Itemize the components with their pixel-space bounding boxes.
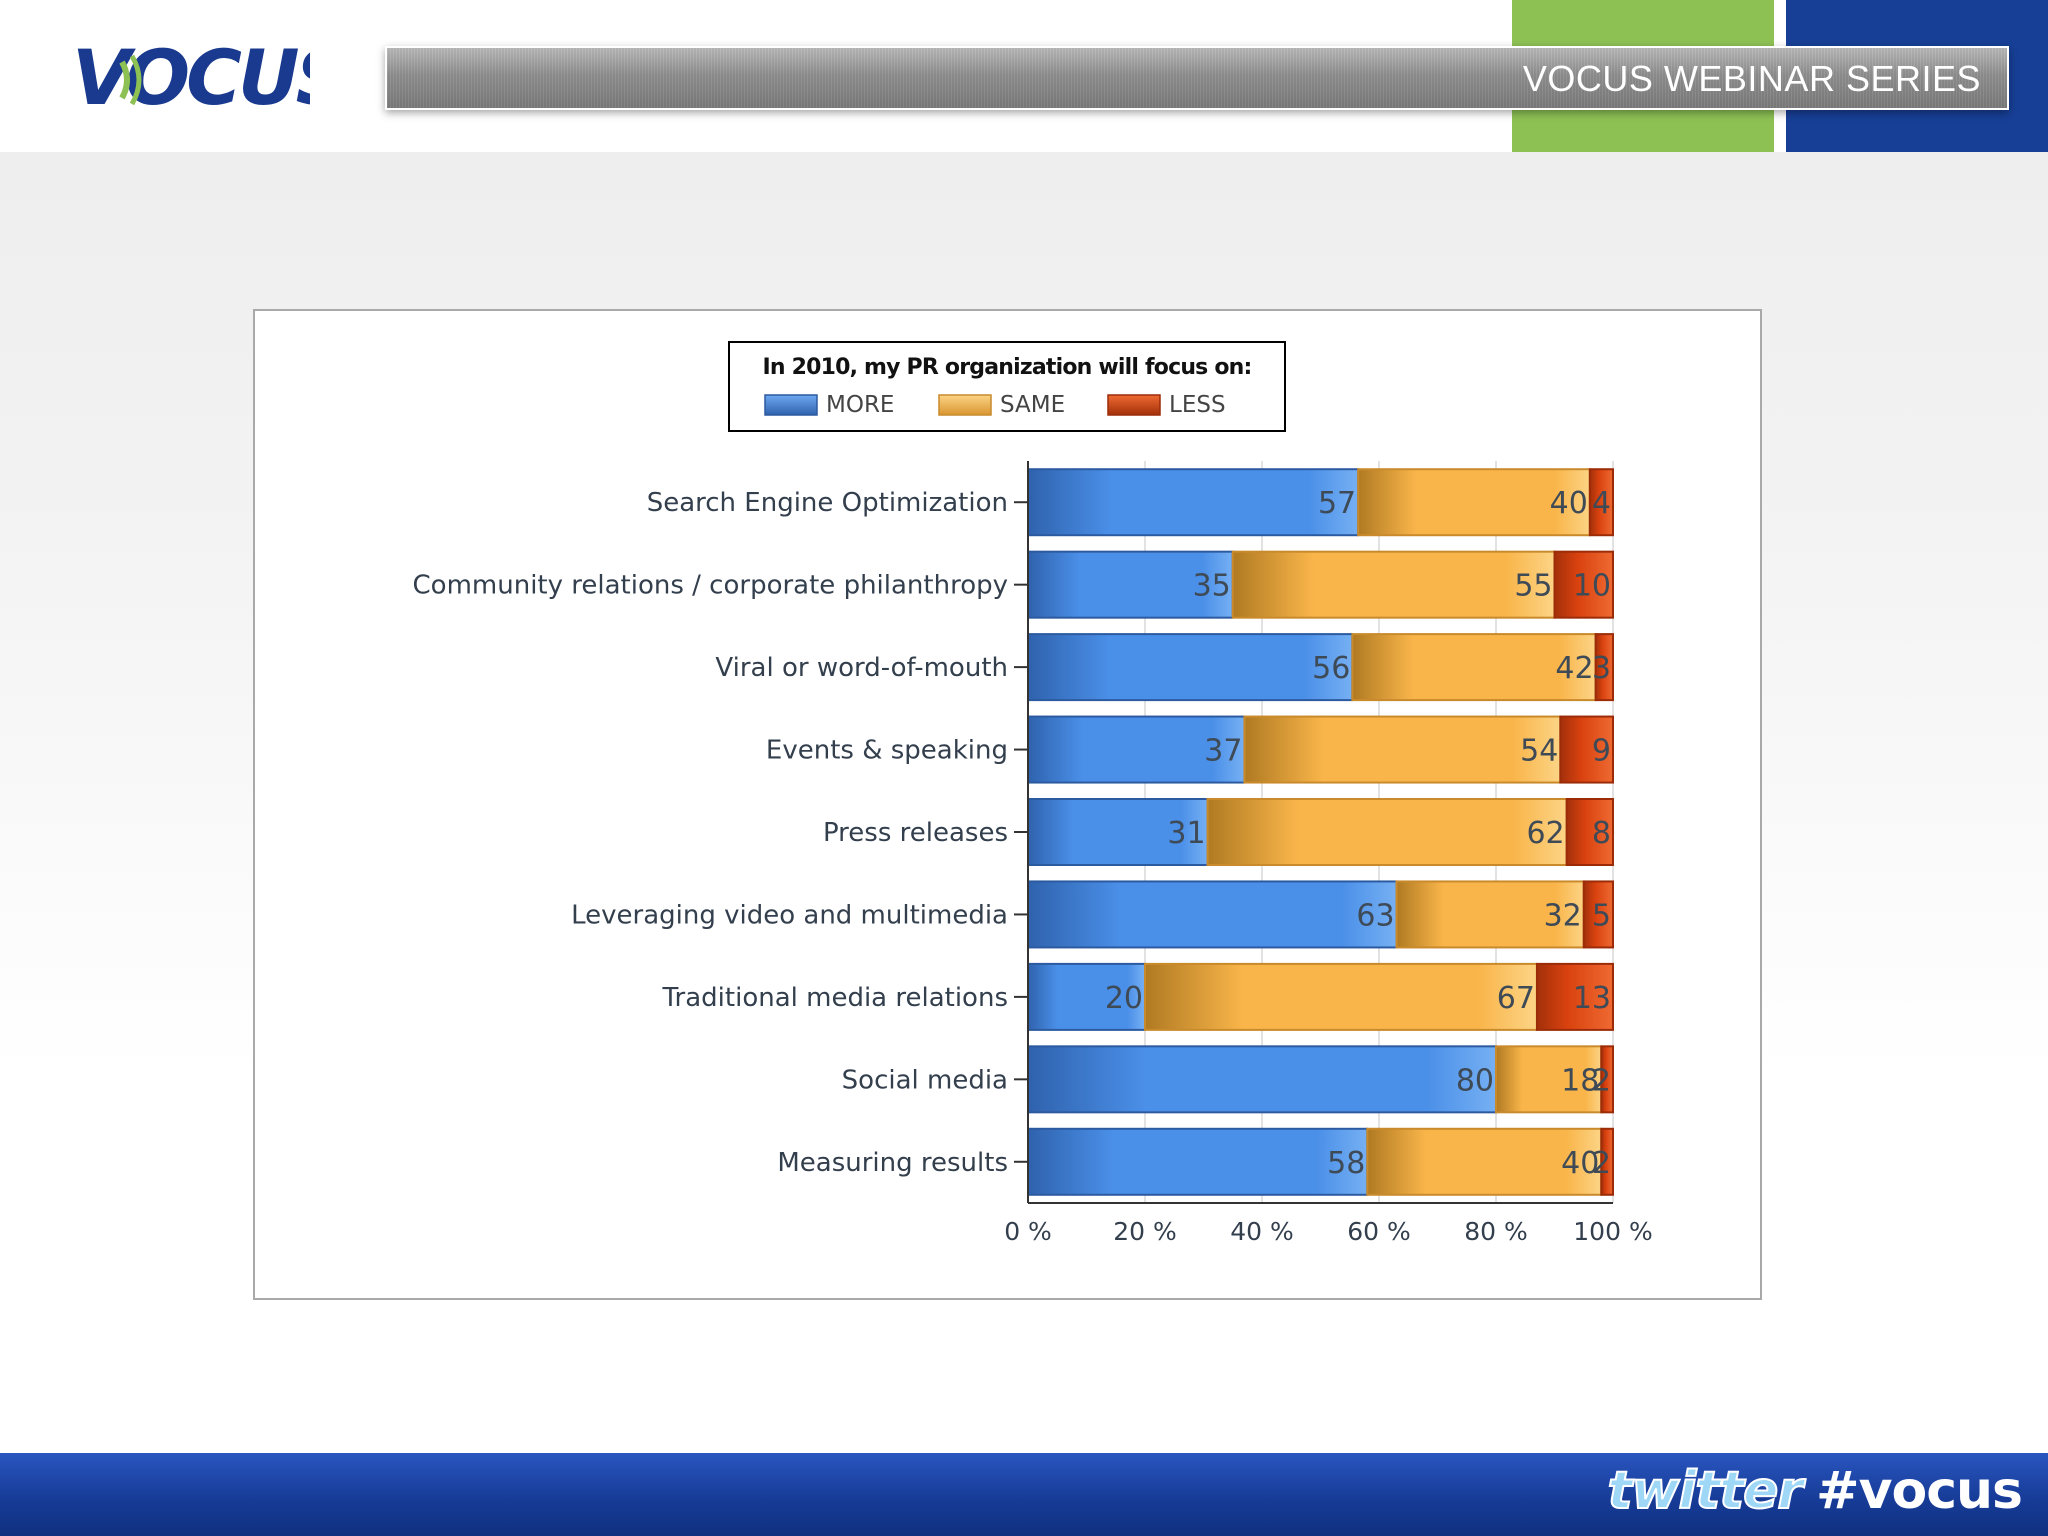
data-label-less-community-relations-corporate-philanthropy: 10 [1573,569,1611,604]
bar-same-traditional-media-relations [1144,962,1538,1031]
data-label-less-measuring-results: 2 [1592,1146,1611,1181]
legend-label-less: LESS [1169,392,1226,418]
bar-row-leveraging-video-and-multimedia: 63 32 5 [1027,880,1614,949]
legend-title: In 2010, my PR organization will focus o… [762,355,1251,380]
data-label-more-press-releases: 31 [1167,816,1205,851]
data-label-same-viral-or-word-of-mouth: 42 [1555,651,1593,686]
legend-item-same: SAME [938,392,1065,418]
bar-same-measuring-results [1366,1127,1603,1196]
data-label-same-social-media: 18 [1561,1063,1599,1098]
slide-footer: twitter #vocus [0,1453,2048,1536]
bar-less-events-speaking [1559,715,1614,784]
x-tick-label: 80 % [1464,1217,1528,1246]
vocus-logo: VOCUS [72,33,310,122]
bar-row-events-speaking: 37 54 9 [1027,715,1614,784]
data-label-less-search-engine-optimization: 4 [1592,486,1611,521]
hashtag-text: #vocus [1816,1461,2023,1521]
bar-less-traditional-media-relations [1535,962,1614,1031]
data-label-less-leveraging-video-and-multimedia: 5 [1592,898,1611,933]
x-tick-label: 20 % [1113,1217,1177,1246]
data-label-more-social-media: 80 [1456,1063,1494,1098]
bar-less-community-relations-corporate-philanthropy [1553,550,1614,619]
data-label-same-events-speaking: 54 [1520,734,1558,769]
twitter-logo-text: twitter [1607,1460,1804,1522]
category-label-search-engine-optimization: Search Engine Optimization [647,488,1008,518]
title-bar: VOCUS WEBINAR SERIES [385,46,2009,110]
category-label-press-releases: Press releases [823,818,1008,848]
bar-less-search-engine-optimization [1588,468,1614,537]
data-label-more-community-relations-corporate-philanthropy: 35 [1193,569,1231,604]
bar-more-community-relations-corporate-philanthropy [1027,550,1234,619]
x-tick-label: 40 % [1230,1217,1294,1246]
category-label-community-relations-corporate-philanthropy: Community relations / corporate philanth… [413,571,1008,601]
data-label-less-viral-or-word-of-mouth: 3 [1592,651,1611,686]
data-label-same-traditional-media-relations: 67 [1497,981,1535,1016]
legend-label-same: SAME [1000,392,1065,418]
bar-same-leveraging-video-and-multimedia [1395,880,1585,949]
data-label-same-community-relations-corporate-philanthropy: 55 [1514,569,1552,604]
data-label-more-leveraging-video-and-multimedia: 63 [1356,898,1394,933]
stacked-bar-chart: In 2010, my PR organization will focus o… [413,341,1653,1246]
data-label-more-search-engine-optimization: 57 [1318,486,1356,521]
data-label-less-social-media: 2 [1592,1063,1611,1098]
bar-same-viral-or-word-of-mouth [1351,633,1597,702]
bar-row-traditional-media-relations: 20 67 13 [1027,962,1614,1031]
bar-same-social-media [1495,1045,1603,1114]
x-tick-label: 60 % [1347,1217,1411,1246]
legend-swatch-same [938,394,992,416]
legend-swatch-more [764,394,818,416]
bar-same-press-releases [1206,798,1568,866]
bar-same-community-relations-corporate-philanthropy [1231,550,1556,619]
category-label-measuring-results: Measuring results [777,1148,1008,1178]
bar-row-press-releases: 31 62 8 [1027,798,1614,866]
legend-label-more: MORE [826,392,894,418]
bar-more-viral-or-word-of-mouth [1027,633,1354,702]
data-label-more-traditional-media-relations: 20 [1105,981,1143,1016]
bar-row-community-relations-corporate-philanthropy: 35 55 10 [1027,550,1614,619]
legend-item-less: LESS [1107,392,1226,418]
bar-same-events-speaking [1243,715,1562,784]
webinar-series-title: VOCUS WEBINAR SERIES [1522,58,1981,99]
bar-more-leveraging-video-and-multimedia [1027,880,1398,949]
bar-less-viral-or-word-of-mouth [1594,633,1615,702]
data-label-more-measuring-results: 58 [1327,1146,1365,1181]
bar-more-traditional-media-relations [1027,962,1146,1031]
bar-more-measuring-results [1027,1127,1369,1196]
category-label-traditional-media-relations: Traditional media relations [661,983,1008,1013]
chart-legend: In 2010, my PR organization will focus o… [728,341,1286,432]
bar-more-social-media [1027,1045,1497,1114]
data-label-less-press-releases: 8 [1592,816,1611,851]
bar-row-measuring-results: 58 402 [1027,1127,1615,1196]
data-label-same-leveraging-video-and-multimedia: 32 [1544,898,1582,933]
category-label-events-speaking: Events & speaking [766,736,1008,766]
data-label-same-search-engine-optimization: 40 [1550,486,1588,521]
data-label-more-events-speaking: 37 [1204,734,1242,769]
bar-less-social-media [1600,1045,1615,1114]
data-label-less-events-speaking: 9 [1592,734,1611,769]
bar-less-press-releases [1565,798,1614,866]
chart-frame: In 2010, my PR organization will focus o… [253,309,1762,1300]
data-label-more-viral-or-word-of-mouth: 56 [1312,651,1350,686]
vocus-logo-text: VOCUS [72,33,310,122]
slide-header: VOCUS VOCUS WEBINAR SERIES [0,0,2048,152]
bar-row-viral-or-word-of-mouth: 56 423 [1027,633,1615,702]
legend-swatch-less [1107,394,1161,416]
data-label-same-press-releases: 62 [1526,816,1564,851]
x-tick-label: 100 % [1573,1217,1652,1246]
data-label-less-traditional-media-relations: 13 [1573,981,1611,1016]
bar-same-search-engine-optimization [1357,468,1591,537]
bar-less-leveraging-video-and-multimedia [1582,880,1614,949]
category-label-leveraging-video-and-multimedia: Leveraging video and multimedia [571,900,1008,930]
x-tick-label: 0 % [1004,1217,1052,1246]
category-label-social-media: Social media [842,1065,1008,1095]
bar-row-social-media: 80 182 [1027,1045,1615,1114]
bar-more-events-speaking [1027,715,1246,784]
bar-row-search-engine-optimization: 57 40 4 [1027,468,1614,537]
legend-item-more: MORE [764,392,894,418]
data-label-same-measuring-results: 40 [1561,1146,1599,1181]
twitter-hashtag: twitter #vocus [1607,1460,2023,1522]
bar-less-measuring-results [1600,1127,1615,1196]
bar-more-search-engine-optimization [1027,468,1360,537]
category-label-viral-or-word-of-mouth: Viral or word-of-mouth [715,653,1008,683]
